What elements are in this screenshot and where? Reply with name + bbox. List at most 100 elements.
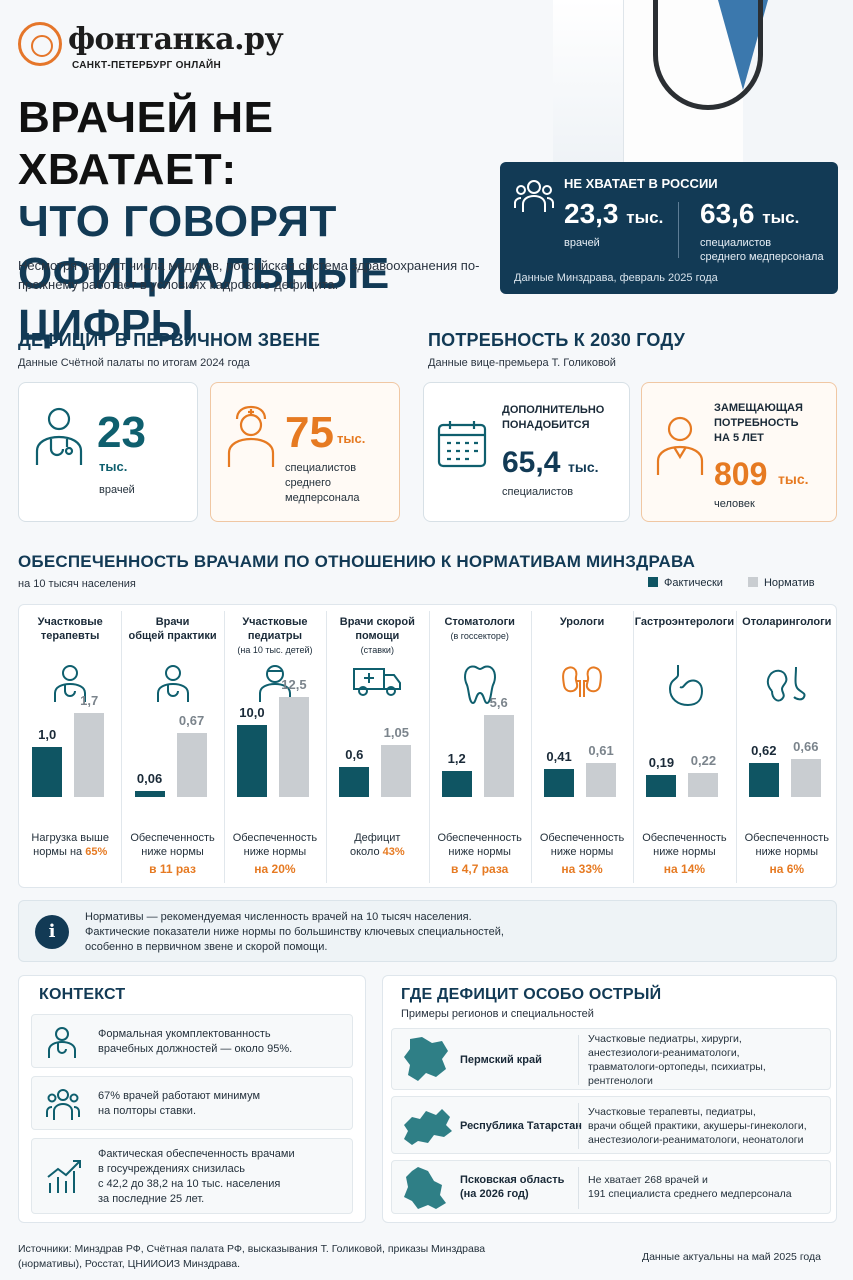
chart-column: Участковые педиатры (на 10 тыс. детей) 10,0…: [223, 605, 326, 889]
column-title: Стоматологи (в госсекторе): [444, 616, 515, 641]
info-icon: i: [35, 915, 69, 949]
coverage-heading: ОБЕСПЕЧЕННОСТЬ ВРАЧАМИ ПО ОТНОШЕНИЮ К НО…: [18, 552, 696, 571]
need-replacement-unit: тыс.: [778, 471, 809, 487]
value-norm: 0,67: [178, 713, 205, 728]
need-replacement-card: ЗАМЕЩАЮЩАЯ ПОТРЕБНОСТЬ НА 5 ЛЕТ 809 тыс. ч…: [641, 382, 837, 522]
value-norm: 1,05: [383, 725, 409, 740]
context-item: Формальная укомплектованность врачебных д…: [31, 1014, 353, 1068]
coverage-chart: Участковые терапевты 1,0 1,7 Нагрузка выше но…: [18, 604, 837, 888]
bar-actual: [32, 747, 63, 797]
coverage-subheading: на 10 тысяч населения: [18, 578, 136, 590]
bar-norm: [790, 759, 821, 797]
bar-norm: [483, 715, 514, 797]
need-replacement-value: 809: [714, 456, 768, 492]
bar-actual: [339, 767, 370, 797]
column-title: Гастроэнтерологи: [634, 616, 735, 628]
need-additional-label: специалистов: [502, 486, 574, 498]
primary-subheading: Данные Счётной палаты по итогам 2024 год…: [18, 357, 250, 369]
page-title: ВРАЧЕЙ НЕ ХВАТАЕТ: ЧТО ГОВОРЯТ ОФИЦИАЛЬН…: [18, 92, 498, 352]
people-icon: [46, 1089, 80, 1120]
value-actual: 0,41: [546, 749, 572, 764]
column-note: Обеспеченность ниже нормы на 33%: [539, 832, 625, 876]
region-row: Республика Татарстан Участковые терапевт…: [391, 1096, 831, 1154]
chart-column: Участковые терапевты 1,0 1,7 Нагрузка выше но…: [19, 605, 121, 889]
info-text: Нормативы — рекомендуемая численность вр…: [85, 911, 504, 953]
value-actual: 0,19: [648, 755, 675, 770]
brand-name: фонтанка.ру: [68, 22, 284, 57]
need-additional-unit: тыс.: [568, 459, 599, 475]
need-additional-caption: ДОПОЛНИТЕЛЬНО ПОНАДОБИТСЯ: [502, 404, 605, 431]
value-norm: 5,6: [489, 695, 508, 710]
acute-panel: ГДЕ ДЕФИЦИТ ОСОБО ОСТРЫЙ Примеры регионо…: [382, 975, 837, 1223]
chart-column: Урологи 0,41 0,61 Обеспеченность ниже нормы н…: [530, 605, 633, 889]
column-title: Врачи общей практики: [128, 616, 217, 642]
need-heading: ПОТРЕБНОСТЬ К 2030 ГОДУ: [428, 330, 685, 350]
shortage-panel: НЕ ХВАТАЕТ В РОССИИ 23,3 тыс. врачей 63,…: [500, 162, 838, 294]
value-actual: 0,06: [136, 771, 163, 786]
context-heading: КОНТЕКСТ: [39, 986, 126, 1003]
column-note: Обеспеченность ниже нормы в 11 раз: [130, 832, 215, 876]
legend-norm: Норматив: [747, 577, 815, 589]
column-note: Обеспеченность ниже нормы в 4,7 раза: [437, 832, 522, 876]
ambulance-icon: [351, 663, 403, 702]
stomach-icon: [664, 663, 704, 712]
bar-actual: [544, 769, 575, 797]
doctor-icon: [52, 663, 88, 708]
primary-nurses-unit: тыс.: [337, 431, 366, 446]
tatarstan-map-icon: [404, 1109, 452, 1145]
value-actual: 0,6: [345, 747, 364, 762]
primary-nurses-value: 75: [285, 408, 334, 457]
title-line-2: ЧТО ГОВОРЯТ: [18, 197, 337, 246]
shortage-nurses-label: специалистов среднего медперсонала: [700, 237, 824, 263]
logo-icon: [18, 22, 62, 66]
doctor-icon: [35, 407, 83, 465]
column-note: Дефицит около 43%: [349, 832, 405, 858]
chart-column: Стоматологи (в госсекторе) 1,2 5,6 Обеспечен…: [428, 605, 531, 889]
chart-column: Врачи общей практики 0,06 0,67 Обеспеченност…: [121, 605, 223, 889]
bar-norm: [278, 697, 309, 797]
value-norm: 1,7: [80, 693, 99, 708]
bar-actual: [441, 771, 472, 797]
region-name: Пермский край: [460, 1054, 542, 1066]
doctor-icon: [155, 663, 191, 708]
column-title: Отоларингологи: [742, 616, 832, 628]
acute-subheading: Примеры регионов и специальностей: [401, 1008, 594, 1020]
acute-heading: ГДЕ ДЕФИЦИТ ОСОБО ОСТРЫЙ: [401, 986, 662, 1003]
chart-legend: Фактически Норматив: [648, 577, 815, 589]
value-norm: 0,61: [588, 743, 614, 758]
sources: Источники: Минздрав РФ, Счётная палата Р…: [18, 1243, 486, 1270]
need-subheading: Данные вице-премьера Т. Голиковой: [428, 357, 616, 369]
chart-column: Гастроэнтерологи 0,19 0,22 Обеспеченность ни…: [633, 605, 735, 889]
value-actual: 1,0: [38, 727, 57, 742]
column-note: Обеспеченность ниже нормы на 14%: [642, 832, 727, 876]
tooth-icon: [462, 663, 498, 710]
value-actual: 10,0: [239, 705, 265, 720]
chart-column: Врачи скорой помощи (ставки) 0,6 1,05 Дефицит…: [326, 605, 428, 889]
legend-actual: Фактически: [648, 577, 723, 589]
shortage-source: Данные Минздрава, февраль 2025 года: [514, 272, 718, 284]
chart-column: Отоларингологи 0,62 0,66 Обеспеченность ниже…: [735, 605, 838, 889]
kidneys-icon: [560, 663, 604, 704]
lead-text: Несмотря на рост числа медиков, российск…: [18, 258, 480, 292]
people-icon: [514, 180, 554, 212]
region-row: Пермский край Участковые педиатры, хирур…: [391, 1028, 831, 1090]
pskov-map-icon: [404, 1167, 446, 1209]
bar-actual: [134, 791, 165, 797]
bar-norm: [586, 763, 617, 797]
perm-map-icon: [404, 1037, 448, 1081]
brand-tagline: САНКТ-ПЕТЕРБУРГ ОНЛАЙН: [72, 60, 222, 71]
need-replacement-label: человек: [714, 498, 755, 510]
doctor-icon: [48, 1027, 76, 1058]
shortage-doctors-label: врачей: [564, 237, 600, 249]
primary-heading: ДЕФИЦИТ В ПЕРВИЧНОМ ЗВЕНЕ: [18, 330, 321, 350]
need-additional-card: ДОПОЛНИТЕЛЬНО ПОНАДОБИТСЯ 65,4 тыс. специ…: [423, 382, 630, 522]
shortage-title: НЕ ХВАТАЕТ В РОССИИ: [564, 176, 718, 191]
pediatrician-icon: [257, 663, 293, 708]
column-note: Обеспеченность ниже нормы на 20%: [232, 832, 318, 876]
brand-logo[interactable]: фонтанка.ру САНКТ-ПЕТЕРБУРГ ОНЛАЙН: [18, 18, 284, 74]
info-box: i Нормативы — рекомендуемая численность …: [18, 900, 837, 962]
column-title: Врачи скорой помощи (ставки): [339, 616, 415, 655]
value-norm: 0,66: [793, 739, 819, 754]
bar-norm: [688, 773, 719, 797]
primary-doctors-unit: тыс.: [99, 459, 128, 474]
